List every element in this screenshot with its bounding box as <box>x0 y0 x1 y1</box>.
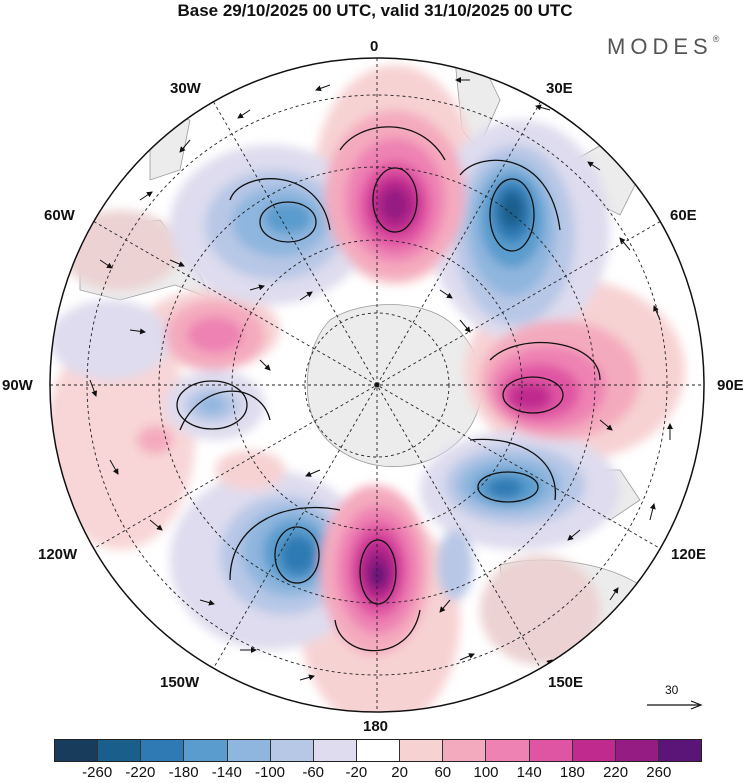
colorbar-tick-label: 20 <box>391 764 408 781</box>
colorbar-swatch <box>356 740 401 761</box>
colorbar-tick-label: 100 <box>473 764 499 781</box>
map-boundary <box>49 57 705 713</box>
lon-label-60w: 60W <box>44 207 75 224</box>
colorbar-tick-label: -220 <box>125 764 156 781</box>
lon-label-120e: 120E <box>671 546 707 563</box>
colorbar-swatch <box>658 740 702 761</box>
colorbar-swatch <box>184 740 228 761</box>
colorbar-swatch <box>270 740 314 761</box>
lon-label-120w: 120W <box>38 546 78 563</box>
colorbar <box>54 739 702 762</box>
lon-label-0: 0 <box>370 38 379 55</box>
colorbar-swatch <box>141 740 185 761</box>
modes-logo-text: MODES <box>607 34 713 59</box>
colorbar-tick-label: 180 <box>559 764 585 781</box>
vector-scale-arrow <box>647 700 703 710</box>
lon-label-150w: 150W <box>160 674 200 691</box>
lon-label-30w: 30W <box>170 80 201 97</box>
colorbar-swatch <box>443 740 487 761</box>
map-title: Base 29/10/2025 00 UTC, valid 31/10/2025… <box>177 1 573 20</box>
colorbar-tick-label: 260 <box>646 764 672 781</box>
colorbar-tick-label: -180 <box>168 764 199 781</box>
anomaly-field <box>50 65 685 712</box>
colorbar-swatch <box>529 740 573 761</box>
colorbar-tick-label: -100 <box>254 764 286 781</box>
colorbar-swatch <box>227 740 271 761</box>
colorbar-swatch <box>313 740 357 761</box>
lon-label-150e: 150E <box>548 674 584 691</box>
lon-label-90w: 90W <box>2 377 33 394</box>
streamlines <box>176 126 601 652</box>
lon-label-180: 180 <box>363 718 389 735</box>
registered-mark: ® <box>712 34 720 44</box>
colorbar-ticks: -260 -220 -180 -140 -100 -60 -20 20 60 100 140 180 2… <box>0 764 750 782</box>
colorbar-swatch <box>55 740 99 761</box>
colorbar-swatch <box>572 740 616 761</box>
modes-logo: MODES® <box>607 34 719 60</box>
polar-map <box>49 57 705 713</box>
colorbar-tick-label: 60 <box>434 764 452 781</box>
colorbar-swatch <box>400 740 444 761</box>
lon-label-60e: 60E <box>670 207 697 224</box>
colorbar-tick-label: -60 <box>302 764 325 781</box>
colorbar-swatch <box>615 740 659 761</box>
vector-scale-label: 30 <box>665 683 679 697</box>
lon-label-90e: 90E <box>717 377 744 394</box>
colorbar-tick-label: 220 <box>603 764 629 781</box>
antarctica <box>306 304 483 468</box>
colorbar-tick-label: -20 <box>345 764 368 781</box>
colorbar-tick-label: 140 <box>516 764 542 781</box>
colorbar-tick-label: -140 <box>211 764 242 781</box>
lon-label-30e: 30E <box>546 80 573 97</box>
colorbar-swatch <box>98 740 142 761</box>
colorbar-tick-label: -260 <box>82 764 113 781</box>
colorbar-swatch <box>486 740 530 761</box>
